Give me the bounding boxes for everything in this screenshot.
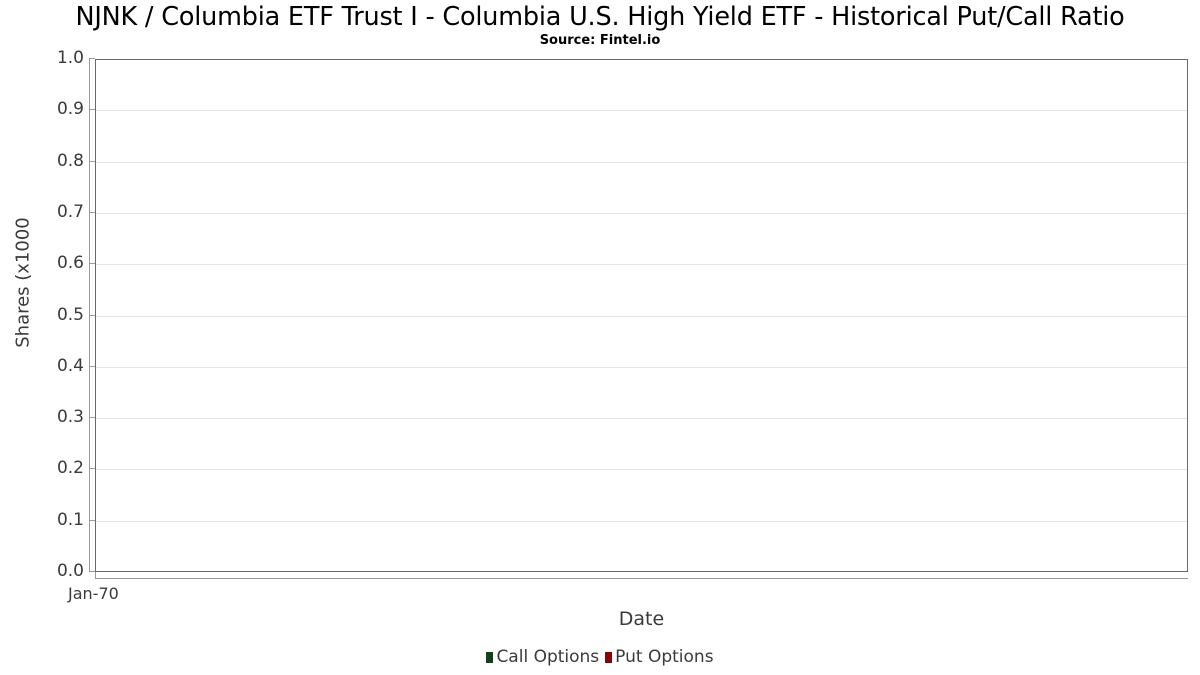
y-axis-tick-label: 0.0 — [56, 561, 84, 581]
y-axis-tick-label: 0.8 — [56, 150, 84, 171]
gridline — [96, 315, 1187, 317]
gridline — [96, 161, 1187, 163]
chart-legend: Call Options Put Options — [0, 647, 1200, 667]
y-axis-tick-label: 0.6 — [56, 253, 84, 274]
y-axis-tick-mark — [89, 519, 95, 521]
y-axis-tick-mark — [89, 211, 95, 213]
y-axis-title: Shares (x1000 — [12, 217, 34, 348]
chart-source-subtitle: Source: Fintel.io — [539, 33, 661, 48]
y-axis-tick-mark — [89, 417, 95, 419]
y-axis-tick-mark — [89, 314, 95, 316]
legend-swatch-icon — [486, 651, 494, 663]
gridline — [96, 264, 1187, 266]
legend-swatch-icon — [605, 651, 613, 663]
y-axis-tick-mark — [89, 365, 95, 367]
gridline — [96, 469, 1187, 471]
y-axis-tick-label: 0.4 — [56, 355, 84, 376]
legend-item[interactable]: Call Options — [486, 647, 599, 667]
y-axis-tick-mark — [89, 468, 95, 470]
y-axis-tick-label: 0.3 — [56, 407, 84, 428]
x-axis-tick-mark — [95, 572, 96, 578]
y-axis-tick-mark — [89, 109, 95, 111]
y-axis-tick-label: 1.0 — [56, 48, 84, 68]
y-axis-tick-mark — [89, 571, 95, 572]
gridline — [96, 110, 1187, 112]
y-axis-tick-label: 0.7 — [56, 201, 84, 222]
legend-item[interactable]: Put Options — [605, 647, 714, 667]
y-axis-tick-mark — [89, 58, 95, 59]
y-axis-tick-mark — [89, 160, 95, 162]
gridline — [96, 212, 1187, 214]
y-axis-tick-label: 0.2 — [56, 458, 84, 479]
y-axis-tick-mark — [89, 263, 95, 265]
plot-area — [95, 59, 1188, 572]
y-axis-tick-label: 0.5 — [56, 304, 84, 325]
x-axis-tick-label: Jan-70 — [68, 584, 119, 603]
page-title: NJNK / Columbia ETF Trust I - Columbia U… — [75, 2, 1125, 32]
y-axis-tick-label: 0.9 — [56, 99, 84, 120]
y-axis-tick-labels: 0.0 0.1 0.2 0.3 0.4 0.5 0.6 0.7 0.8 0.9 1.0 — [22, 0, 84, 675]
gridline — [96, 418, 1187, 420]
y-axis-line — [89, 59, 90, 572]
gridline — [96, 366, 1187, 368]
gridline — [96, 520, 1187, 522]
x-axis-title: Date — [618, 608, 665, 630]
legend-item-label: Put Options — [615, 647, 714, 667]
y-axis-tick-label: 0.1 — [56, 509, 84, 530]
legend-item-label: Call Options — [496, 647, 600, 667]
x-axis-line — [95, 578, 1188, 579]
